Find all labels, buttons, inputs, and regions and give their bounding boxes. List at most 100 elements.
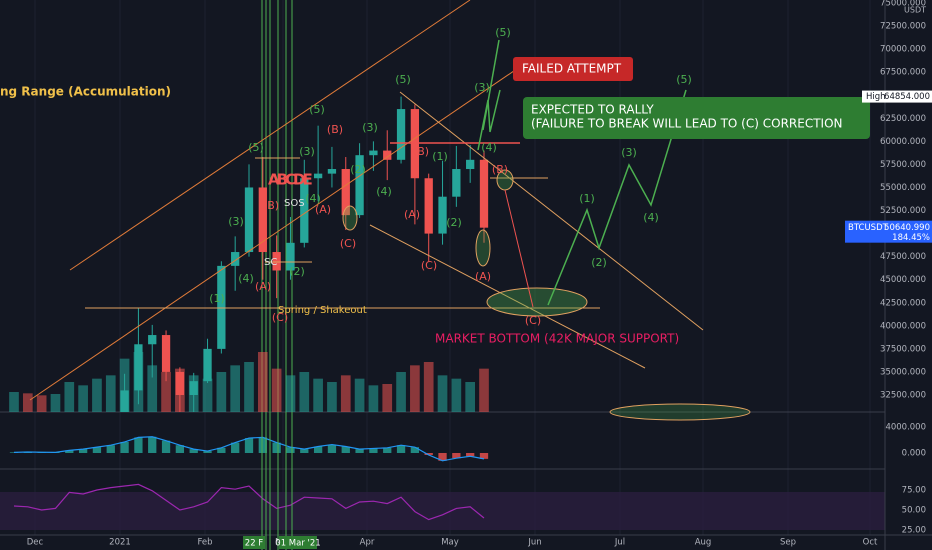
x-tick-label: Feb xyxy=(197,538,212,548)
channel-line xyxy=(369,224,646,369)
candle-body xyxy=(327,169,337,174)
x-tick-label: Aug xyxy=(695,538,712,548)
wave-label: (2) xyxy=(446,216,462,229)
candle-body xyxy=(161,335,171,372)
volume-bar xyxy=(437,375,448,412)
wave-label: (4) xyxy=(305,192,321,205)
rsi-tick-label: 25.00 xyxy=(902,526,926,536)
candle-body xyxy=(272,252,281,271)
x-tick-label: 2021 xyxy=(109,538,131,548)
macd-bar xyxy=(383,447,392,453)
candle-body xyxy=(383,150,392,160)
volume-bar xyxy=(36,395,47,412)
volume-bar xyxy=(382,384,393,412)
x-tick-label: Jul xyxy=(614,538,625,548)
x-tick-label: Dec xyxy=(27,538,44,548)
wave-label: (3) xyxy=(299,145,315,158)
wave-label: (2) xyxy=(591,256,607,269)
last-change: 184.45% xyxy=(892,233,930,243)
y-tick-label: 72500.000 xyxy=(880,22,926,32)
vertical-lines xyxy=(261,0,293,550)
note: ABCDE xyxy=(268,171,313,189)
macd-bar xyxy=(161,440,171,453)
x-tick-label: Apr xyxy=(360,538,375,548)
macd-bar xyxy=(203,451,212,453)
macd-tick-label: 0.000 xyxy=(902,449,926,459)
macd-bar xyxy=(92,447,102,453)
date-marker-label: 01 Mar '21 xyxy=(275,539,320,549)
wave-label: (C) xyxy=(272,311,288,324)
wave-label: (2) xyxy=(289,265,305,278)
candle-body xyxy=(479,159,489,228)
last-name: BTCUSDT xyxy=(848,223,889,233)
wave-label: (4) xyxy=(238,272,254,285)
volume-bar xyxy=(299,372,310,412)
volume-bar xyxy=(313,378,323,412)
macd-bar xyxy=(479,453,489,459)
wave-label: (5) xyxy=(395,73,411,86)
macd-bar xyxy=(244,438,254,453)
candle-body xyxy=(341,169,350,216)
rsi-band xyxy=(0,492,885,530)
high-value: 64854.000 xyxy=(884,92,930,102)
macd-bar xyxy=(369,448,378,453)
channel-line xyxy=(69,0,471,271)
volume-bar xyxy=(9,392,19,412)
macd-bar xyxy=(466,453,475,457)
macd-bar xyxy=(327,444,337,453)
channel-line xyxy=(29,59,531,401)
last-value: 50640.990 xyxy=(884,223,930,233)
rally-box xyxy=(523,97,870,139)
wave-label: (5) xyxy=(309,103,325,116)
labels: ng Range (Accumulation) SOS SC ABCDE Spr… xyxy=(0,6,926,346)
projection xyxy=(547,89,687,306)
wave-label: (5) xyxy=(676,73,692,86)
macd-bar xyxy=(286,447,295,453)
drawings xyxy=(29,0,870,421)
macd-bar xyxy=(106,445,115,453)
volume-bar xyxy=(161,372,171,412)
volume-bar xyxy=(423,362,434,412)
note: EXPECTED TO RALLY xyxy=(531,103,654,117)
macd-bar xyxy=(175,445,185,453)
macd-line xyxy=(13,436,485,462)
x-tick-label: Jun xyxy=(527,538,541,548)
candle-body xyxy=(203,348,212,382)
note: Spring / Shakeout xyxy=(278,305,367,316)
y-tick-label: 67500.000 xyxy=(880,68,926,78)
y-tick-label: 70000.000 xyxy=(880,45,926,55)
currency: USDT xyxy=(904,6,926,15)
macd-bar xyxy=(341,446,350,453)
candle-body xyxy=(134,344,143,391)
candle-body xyxy=(231,252,240,266)
macd-bar xyxy=(272,442,281,453)
candle-body xyxy=(438,196,447,234)
volume-bar xyxy=(410,365,420,412)
volume-bar xyxy=(257,352,268,412)
volume-bar xyxy=(396,372,406,412)
volume-bar xyxy=(64,382,75,412)
high-name: High xyxy=(866,92,886,102)
volume-bar xyxy=(340,375,351,412)
date-marker-label: 22 F xyxy=(245,539,264,549)
wave-label: (5) xyxy=(248,141,264,154)
grid xyxy=(34,0,871,535)
volume-bar xyxy=(22,393,33,412)
volume-bar xyxy=(451,378,462,412)
macd-tick-label: 4000.000 xyxy=(885,423,926,433)
wave-label: (1) xyxy=(579,192,595,205)
macd-bar xyxy=(410,447,420,453)
y-tick-label: 57500.000 xyxy=(880,160,926,170)
wave-label: (4) xyxy=(643,211,659,224)
volume-bar xyxy=(92,378,102,412)
volume-bar xyxy=(244,362,254,412)
rsi-tick-label: 50.00 xyxy=(902,506,926,516)
macd-bar xyxy=(65,450,74,453)
y-tick-label: 32500.000 xyxy=(880,391,926,401)
wave-label: (A) xyxy=(315,203,331,216)
volume-bar xyxy=(230,365,241,412)
wave-label: (2) xyxy=(350,163,366,176)
candle-body xyxy=(244,187,254,253)
